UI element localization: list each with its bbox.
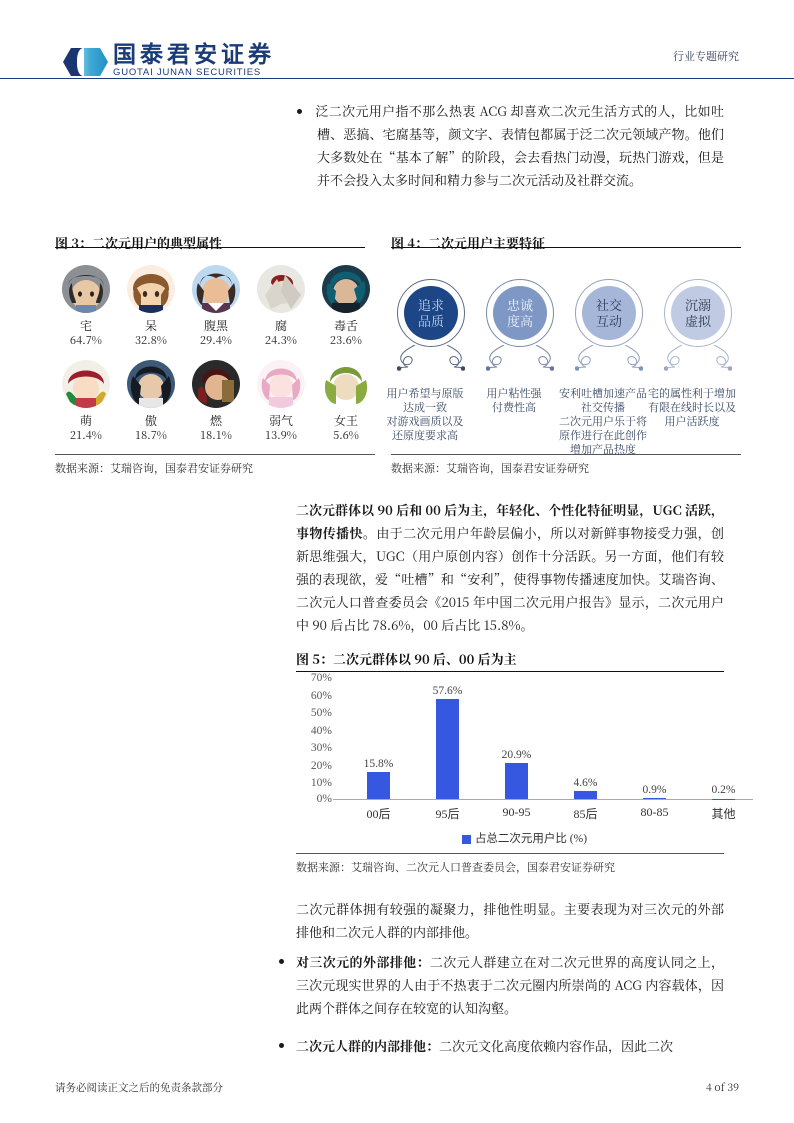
svg-text:GUOTAI JUNAN SECURITIES: GUOTAI JUNAN SECURITIES <box>113 67 261 78</box>
svg-text:国泰君安证券: 国泰君安证券 <box>113 41 275 67</box>
